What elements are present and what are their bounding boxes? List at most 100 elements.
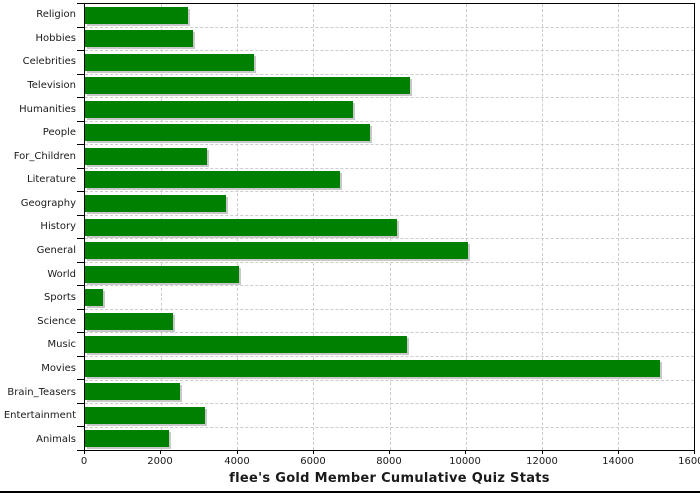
x-axis-tick	[160, 450, 161, 454]
y-axis-tick	[77, 27, 85, 28]
plot-rows	[85, 4, 694, 450]
chart-row	[85, 428, 694, 451]
y-axis-tick	[77, 215, 85, 216]
chart-row	[85, 98, 694, 122]
chart-row	[85, 310, 694, 334]
y-axis-tick	[77, 168, 85, 169]
bar	[85, 383, 181, 401]
category-label: Literature	[27, 174, 76, 186]
bar	[85, 6, 188, 24]
x-axis-tick	[389, 450, 390, 454]
x-axis-tick	[84, 450, 85, 454]
y-axis-tick	[77, 262, 85, 263]
chart-row	[85, 28, 694, 52]
chart-row	[85, 239, 694, 263]
category-label: History	[40, 221, 76, 233]
y-axis-tick	[77, 356, 85, 357]
y-axis-tick	[77, 332, 85, 333]
y-axis-tick	[77, 426, 85, 427]
category-label: Animals	[36, 433, 76, 445]
y-axis-tick	[77, 3, 85, 4]
y-axis-tick	[77, 97, 85, 98]
category-label: People	[42, 127, 76, 139]
bar	[85, 195, 226, 213]
y-axis-tick	[77, 309, 85, 310]
chart-row	[85, 357, 694, 381]
x-axis-tick-label: 6000	[300, 456, 326, 467]
chart-row	[85, 4, 694, 28]
chart-row	[85, 263, 694, 287]
category-label: Humanities	[19, 103, 76, 115]
chart-row	[85, 169, 694, 193]
bar	[85, 30, 194, 48]
category-label: Movies	[41, 362, 76, 374]
bar	[85, 124, 371, 142]
y-axis-category-labels: Religion Hobbies Celebrities Television Huma…	[0, 3, 76, 451]
x-axis-tick	[694, 450, 695, 454]
x-axis-tick	[313, 450, 314, 454]
category-label: Celebrities	[22, 56, 76, 68]
gridline	[541, 4, 543, 450]
chart-row	[85, 122, 694, 146]
y-axis-tick	[77, 450, 85, 451]
category-label: Geography	[20, 197, 76, 209]
bar	[85, 430, 169, 448]
x-axis-tick-label: 12000	[526, 456, 558, 467]
x-axis-tick-label: 10000	[449, 456, 481, 467]
bar	[85, 171, 341, 189]
x-axis-tick-label: 0	[80, 456, 88, 467]
chart-row	[85, 404, 694, 428]
x-axis-tick	[618, 450, 619, 454]
y-axis-tick	[77, 285, 85, 286]
y-axis-tick	[77, 403, 85, 404]
category-label: Sports	[43, 292, 76, 304]
category-label: Science	[37, 315, 76, 327]
category-label: Music	[47, 339, 76, 351]
category-label: Hobbies	[35, 32, 76, 44]
x-axis-tick-label: 2000	[147, 456, 173, 467]
chart-row	[85, 333, 694, 357]
category-label: General	[36, 245, 76, 257]
bar	[85, 289, 103, 307]
y-axis-tick	[77, 238, 85, 239]
bottom-divider-line	[0, 491, 700, 493]
bar	[85, 147, 207, 165]
category-label: Brain_Teasers	[7, 386, 76, 398]
y-axis-tick	[77, 379, 85, 380]
x-axis-tick-label: 4000	[224, 456, 250, 467]
y-axis-tick	[77, 121, 85, 122]
y-axis-tick	[77, 50, 85, 51]
chart-row	[85, 286, 694, 310]
chart-row	[85, 216, 694, 240]
bar	[85, 336, 407, 354]
chart-title: flee's Gold Member Cumulative Quiz Stats	[229, 471, 550, 486]
category-label: Television	[27, 80, 76, 92]
category-label: Religion	[36, 9, 76, 21]
bar	[85, 359, 660, 377]
category-label: Entertainment	[3, 410, 76, 422]
bar	[85, 265, 240, 283]
bar	[85, 406, 205, 424]
x-axis-tick	[542, 450, 543, 454]
bar	[85, 312, 173, 330]
gridline	[617, 4, 619, 450]
y-axis-tick	[77, 144, 85, 145]
y-axis-tick	[77, 74, 85, 75]
chart-row	[85, 192, 694, 216]
category-label: World	[47, 268, 76, 280]
bar	[85, 100, 354, 118]
chart-row	[85, 75, 694, 99]
x-axis-tick	[465, 450, 466, 454]
gridline	[465, 4, 467, 450]
x-axis-tick-label: 16000	[678, 456, 700, 467]
bar	[85, 218, 398, 236]
bar	[85, 53, 255, 71]
bar	[85, 77, 411, 95]
chart-row	[85, 51, 694, 75]
plot-area	[84, 3, 695, 451]
bar	[85, 242, 468, 260]
chart-row	[85, 381, 694, 405]
x-axis-tick-label: 8000	[376, 456, 402, 467]
category-label: For_Children	[13, 150, 76, 162]
